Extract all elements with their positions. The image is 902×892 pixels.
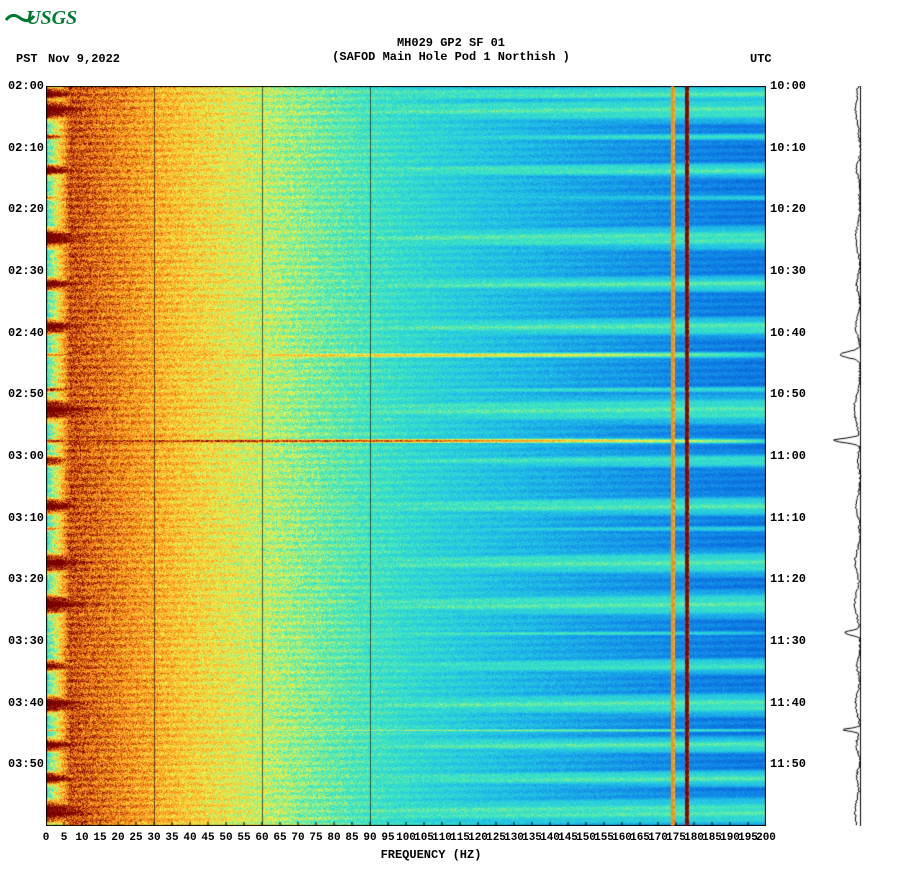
x-tick: 200 xyxy=(756,832,776,844)
x-tick: 35 xyxy=(165,832,178,844)
left-tick: 02:30 xyxy=(4,264,44,278)
x-tick: 195 xyxy=(738,832,758,844)
x-tick: 95 xyxy=(381,832,394,844)
left-tick: 03:00 xyxy=(4,449,44,463)
right-tick: 10:20 xyxy=(770,202,816,216)
right-tick: 10:30 xyxy=(770,264,816,278)
x-tick: 10 xyxy=(75,832,88,844)
right-tick: 11:00 xyxy=(770,449,816,463)
x-tick: 5 xyxy=(61,832,68,844)
x-tick: 130 xyxy=(504,832,524,844)
left-tick: 02:20 xyxy=(4,202,44,216)
x-tick: 40 xyxy=(183,832,196,844)
left-tick: 03:20 xyxy=(4,572,44,586)
x-tick: 165 xyxy=(630,832,650,844)
left-tick: 02:40 xyxy=(4,326,44,340)
spectrogram-heatmap xyxy=(46,86,766,826)
left-tick: 03:30 xyxy=(4,634,44,648)
x-tick: 85 xyxy=(345,832,358,844)
x-tick: 190 xyxy=(720,832,740,844)
date-label: Nov 9,2022 xyxy=(48,52,120,66)
right-tick: 10:00 xyxy=(770,79,816,93)
x-tick: 170 xyxy=(648,832,668,844)
left-tick: 03:40 xyxy=(4,696,44,710)
x-tick: 25 xyxy=(129,832,142,844)
x-tick: 145 xyxy=(558,832,578,844)
side-amplitude-trace xyxy=(832,86,862,826)
left-tick: 03:10 xyxy=(4,511,44,525)
x-tick: 55 xyxy=(237,832,250,844)
right-tick: 11:40 xyxy=(770,696,816,710)
x-tick: 105 xyxy=(414,832,434,844)
x-tick: 150 xyxy=(576,832,596,844)
x-axis-ticks: 0510152025303540455055606570758085909510… xyxy=(46,832,766,846)
x-tick: 115 xyxy=(450,832,470,844)
x-tick: 100 xyxy=(396,832,416,844)
x-axis-label: FREQUENCY (HZ) xyxy=(46,848,816,862)
left-tick: 02:50 xyxy=(4,387,44,401)
right-tick: 11:50 xyxy=(770,757,816,771)
x-tick: 155 xyxy=(594,832,614,844)
right-tick: 11:30 xyxy=(770,634,816,648)
svg-text:USGS: USGS xyxy=(26,7,77,29)
right-tick: 11:20 xyxy=(770,572,816,586)
pst-tz-label: PST xyxy=(16,52,38,66)
right-tick: 10:50 xyxy=(770,387,816,401)
left-tick: 02:10 xyxy=(4,141,44,155)
x-tick: 125 xyxy=(486,832,506,844)
utc-tz-label: UTC xyxy=(750,52,772,66)
left-tick: 02:00 xyxy=(4,79,44,93)
x-tick: 65 xyxy=(273,832,286,844)
x-tick: 15 xyxy=(93,832,106,844)
right-tick: 10:40 xyxy=(770,326,816,340)
x-tick: 50 xyxy=(219,832,232,844)
x-tick: 140 xyxy=(540,832,560,844)
x-tick: 75 xyxy=(309,832,322,844)
usgs-logo: USGS xyxy=(4,4,100,34)
x-tick: 175 xyxy=(666,832,686,844)
x-tick: 70 xyxy=(291,832,304,844)
x-tick: 20 xyxy=(111,832,124,844)
x-tick: 90 xyxy=(363,832,376,844)
x-tick: 160 xyxy=(612,832,632,844)
x-tick: 80 xyxy=(327,832,340,844)
x-tick: 120 xyxy=(468,832,488,844)
right-tick: 11:10 xyxy=(770,511,816,525)
x-tick: 30 xyxy=(147,832,160,844)
x-tick: 60 xyxy=(255,832,268,844)
x-tick: 180 xyxy=(684,832,704,844)
x-tick: 185 xyxy=(702,832,722,844)
right-tick: 10:10 xyxy=(770,141,816,155)
left-tick: 03:50 xyxy=(4,757,44,771)
x-tick: 45 xyxy=(201,832,214,844)
x-tick: 110 xyxy=(432,832,452,844)
title-line1: MH029 GP2 SF 01 xyxy=(0,36,902,50)
x-tick: 135 xyxy=(522,832,542,844)
x-tick: 0 xyxy=(43,832,50,844)
